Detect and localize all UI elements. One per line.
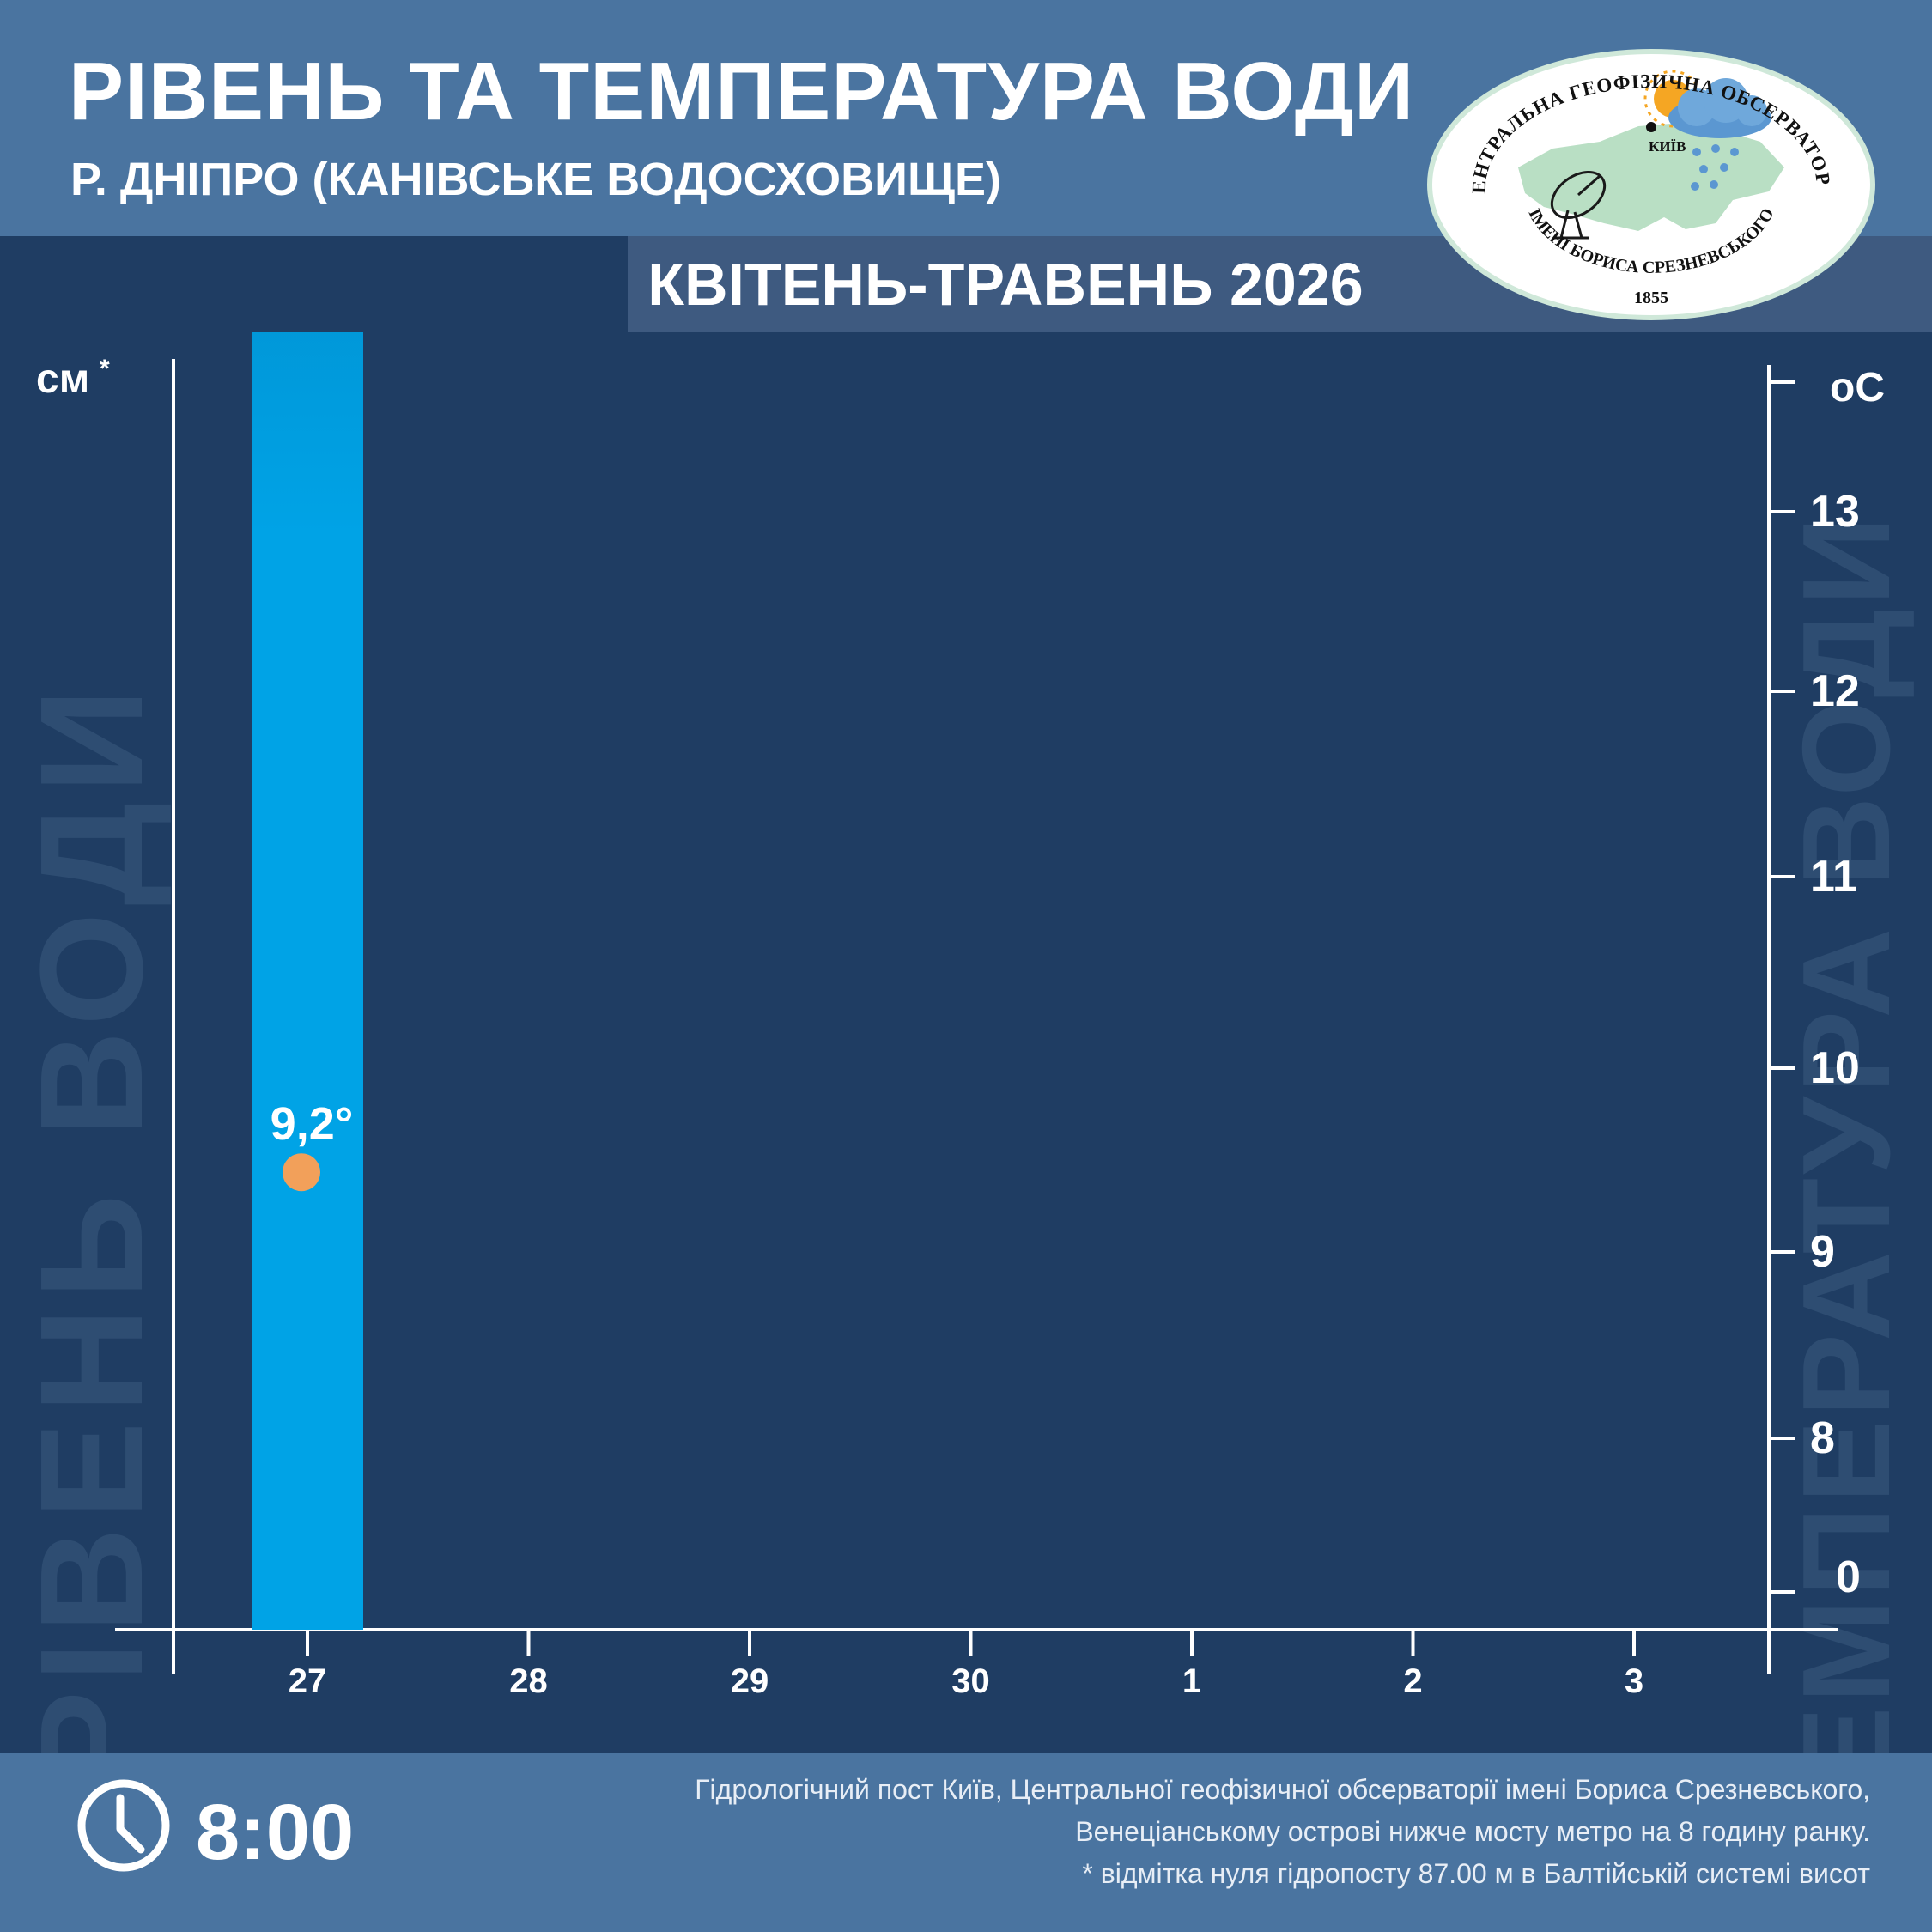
rain-cloud-icon (1668, 78, 1771, 191)
footer-note-line: * відмітка нуля гідропосту 87.00 м в Бал… (1082, 1858, 1870, 1889)
temperature-marker (283, 1153, 320, 1192)
level-temperature-chart: РІВЕНЬ ВОДИ ТЕМПЕРАТУРА ВОДИ см*оС350400… (10, 332, 1916, 1753)
footer-note-line: Венеціанському острові нижче мосту метро… (1075, 1816, 1870, 1847)
water-level-bar (252, 332, 363, 1631)
temperature-label: 9,2° (270, 1098, 354, 1150)
right-axis-tick-label: 12 (1810, 666, 1860, 716)
x-axis-tick-label: 1 (1182, 1662, 1201, 1700)
clock-icon (77, 1779, 170, 1872)
kyiv-marker-icon (1646, 122, 1656, 132)
left-axis-unit-mark: * (100, 355, 110, 383)
x-axis-tick-label: 29 (731, 1662, 769, 1700)
right-axis-tick-label: 10 (1810, 1043, 1860, 1093)
footer-notes: Гідрологічний пост Київ, Центральної гео… (582, 1769, 1870, 1895)
period-label: КВІТЕНЬ-ТРАВЕНЬ 2026 (647, 251, 1364, 318)
right-axis-tick-label: 8 (1810, 1413, 1835, 1463)
x-axis-tick-label: 28 (509, 1662, 548, 1700)
right-axis-watermark: ТЕМПЕРАТУРА ВОДИ (1777, 513, 1916, 1753)
x-axis-tick-label: 2 (1403, 1662, 1422, 1700)
right-axis-tick-label: 9 (1810, 1227, 1835, 1277)
right-axis-tick-label: 0 (1836, 1552, 1861, 1602)
x-axis-tick-label: 3 (1625, 1662, 1643, 1700)
x-axis-tick-label: 30 (951, 1662, 990, 1700)
measurement-time: 8:00 (196, 1789, 355, 1876)
footer-note-line: Гідрологічний пост Київ, Центральної гео… (695, 1774, 1870, 1805)
page-title: РІВЕНЬ ТА ТЕМПЕРАТУРА ВОДИ (69, 46, 1415, 137)
right-axis-tick-label: 13 (1810, 487, 1860, 537)
logo-city: КИЇВ (1649, 138, 1686, 155)
page-subtitle: Р. ДНІПРО (КАНІВСЬКЕ ВОДОСХОВИЩЕ) (70, 154, 1002, 205)
right-axis-tick-label: 11 (1810, 852, 1857, 902)
observatory-logo: КИЇВ ЦЕНТРАЛЬНА ГЕОФІЗИЧНА ОБСЕРВАТОРІЯ … (1424, 47, 1875, 320)
left-axis-unit: см (36, 356, 89, 402)
left-axis-watermark: РІВЕНЬ ВОДИ (10, 680, 173, 1753)
satellite-dish-icon (1550, 170, 1607, 240)
logo-year: 1855 (1634, 289, 1668, 307)
x-axis-tick-label: 27 (289, 1662, 327, 1700)
right-axis-unit: оС (1830, 365, 1885, 410)
footer-band: 8:00 Гідрологічний пост Київ, Центрально… (0, 1753, 1932, 1932)
